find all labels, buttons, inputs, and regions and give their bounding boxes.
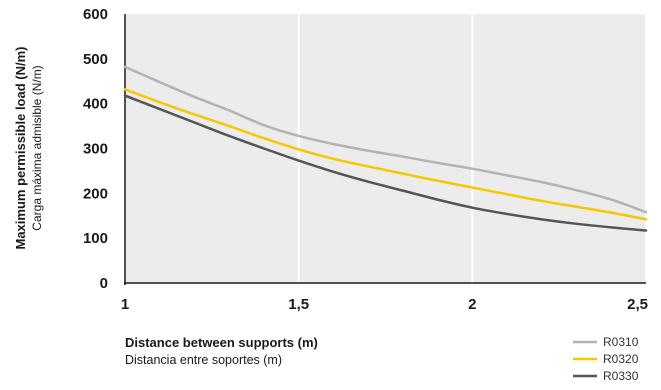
y-tick-label: 200 (83, 185, 108, 202)
y-axis-title-secondary: Carga máxima admisible (N/m) (30, 65, 44, 230)
legend-label: R0330 (603, 369, 639, 383)
y-tick-label: 400 (83, 96, 108, 113)
y-tick-label: 300 (83, 141, 108, 158)
legend-label: R0310 (603, 335, 639, 349)
axes (124, 14, 646, 285)
x-axis-title: Distance between supports (m) (125, 335, 318, 350)
legend: R0310 R0320 R0330 (573, 335, 639, 383)
y-axis-ticks: 0 100 200 300 400 500 600 (83, 6, 108, 292)
plot-background (125, 14, 646, 283)
x-tick-label: 2 (468, 296, 476, 313)
x-tick-label: 2,5 (627, 296, 648, 313)
y-axis-title: Maximum permissible load (N/m) (13, 47, 28, 250)
y-tick-label: 0 (100, 275, 108, 292)
x-tick-label: 1,5 (288, 296, 309, 313)
x-axis-ticks: 1 1,5 2 2,5 (121, 296, 648, 313)
y-tick-label: 100 (83, 230, 108, 247)
series-line-r0310 (123, 65, 648, 214)
legend-label: R0320 (603, 352, 639, 366)
y-tick-label: 600 (83, 6, 108, 23)
x-tick-label: 1 (121, 296, 129, 313)
series-line-r0330 (123, 94, 648, 232)
x-axis-title-secondary: Distancia entre soportes (m) (125, 353, 282, 367)
series-line-r0320 (123, 88, 648, 221)
y-tick-label: 500 (83, 51, 108, 68)
series-lines (123, 65, 648, 232)
